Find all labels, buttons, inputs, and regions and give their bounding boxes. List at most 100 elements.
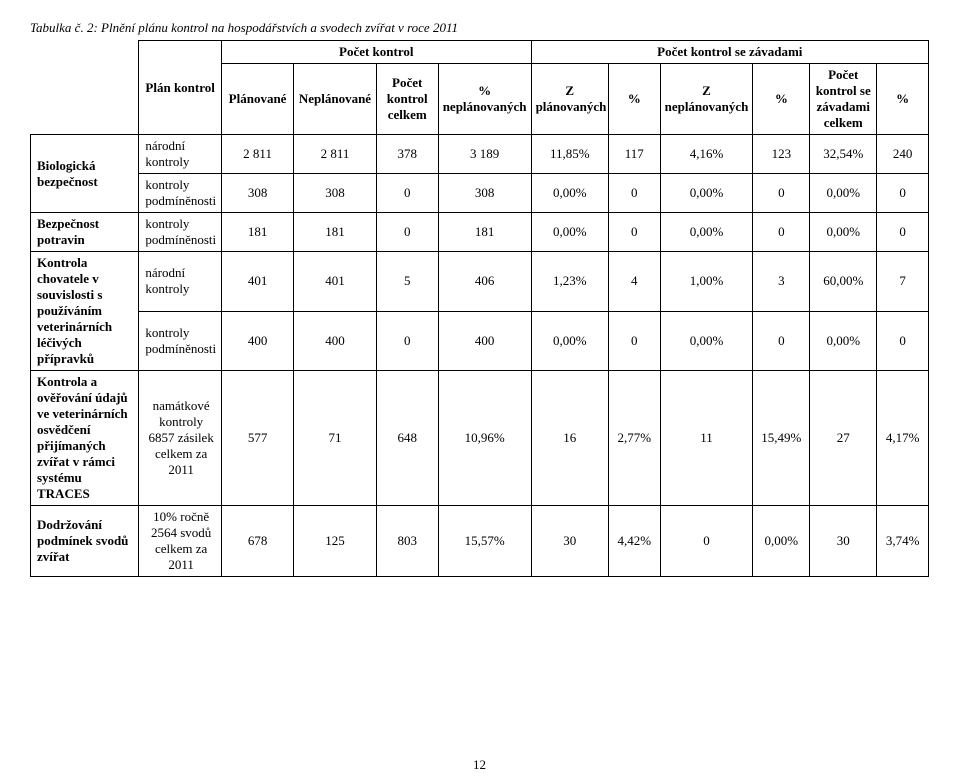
cell: 0,00% xyxy=(810,311,877,371)
cell: 0,00% xyxy=(660,311,753,371)
cell: 577 xyxy=(221,371,293,506)
cell: 308 xyxy=(294,174,377,213)
plan-narodni: národní kontroly xyxy=(139,135,222,174)
cell: 27 xyxy=(810,371,877,506)
cell: 0 xyxy=(376,174,438,213)
cell: 0,00% xyxy=(531,213,608,252)
cell: 0 xyxy=(877,311,929,371)
cell: 11 xyxy=(660,371,753,506)
cell: 117 xyxy=(608,135,660,174)
cell: 0 xyxy=(608,174,660,213)
cell: 3 189 xyxy=(438,135,531,174)
cell: 2,77% xyxy=(608,371,660,506)
cell: 400 xyxy=(438,311,531,371)
cell: 400 xyxy=(221,311,293,371)
th-pct-neplan: % neplánovaných xyxy=(438,64,531,135)
cell: 240 xyxy=(877,135,929,174)
th-pct-b: % xyxy=(753,64,810,135)
table-row: kontroly podmíněnosti 400 400 0 400 0,00… xyxy=(31,311,929,371)
th-pct-a: % xyxy=(608,64,660,135)
cell: 0,00% xyxy=(660,174,753,213)
cell: 0 xyxy=(877,213,929,252)
table-row: Biologická bezpečnost národní kontroly 2… xyxy=(31,135,929,174)
cell: 0 xyxy=(877,174,929,213)
cell: 2 811 xyxy=(221,135,293,174)
plan-svody: 10% ročně 2564 svodů celkem za 2011 xyxy=(139,506,222,577)
cell: 0 xyxy=(753,174,810,213)
cell: 30 xyxy=(531,506,608,577)
cell: 648 xyxy=(376,371,438,506)
cell: 3,74% xyxy=(877,506,929,577)
cell: 181 xyxy=(221,213,293,252)
cell: 406 xyxy=(438,252,531,312)
cell: 401 xyxy=(294,252,377,312)
cell: 308 xyxy=(438,174,531,213)
cell: 0,00% xyxy=(810,174,877,213)
plan-traces: namátkové kontroly 6857 zásilek celkem z… xyxy=(139,371,222,506)
cell: 16 xyxy=(531,371,608,506)
rowlabel-traces: Kontrola a ověřování údajů ve veterinárn… xyxy=(31,371,139,506)
th-planovane: Plánované xyxy=(221,64,293,135)
cell: 803 xyxy=(376,506,438,577)
cell: 125 xyxy=(294,506,377,577)
cell: 0 xyxy=(376,311,438,371)
cell: 4,16% xyxy=(660,135,753,174)
cell: 1,23% xyxy=(531,252,608,312)
cell: 308 xyxy=(221,174,293,213)
cell: 0 xyxy=(608,311,660,371)
table-row: Bezpečnost potravin kontroly podmíněnost… xyxy=(31,213,929,252)
th-zavady-celkem: Počet kontrol se závadami celkem xyxy=(810,64,877,135)
th-plan: Plán kontrol xyxy=(139,41,222,135)
cell: 0,00% xyxy=(810,213,877,252)
plan-narodni-2: národní kontroly xyxy=(139,252,222,312)
th-pct-c: % xyxy=(877,64,929,135)
cell: 0 xyxy=(753,213,810,252)
cell: 11,85% xyxy=(531,135,608,174)
th-neplanovane: Neplánované xyxy=(294,64,377,135)
cell: 7 xyxy=(877,252,929,312)
cell: 0 xyxy=(660,506,753,577)
table-row: Dodržování podmínek svodů zvířat 10% roč… xyxy=(31,506,929,577)
cell: 400 xyxy=(294,311,377,371)
cell: 181 xyxy=(438,213,531,252)
cell: 4,42% xyxy=(608,506,660,577)
cell: 60,00% xyxy=(810,252,877,312)
cell: 401 xyxy=(221,252,293,312)
cell: 0 xyxy=(376,213,438,252)
cell: 5 xyxy=(376,252,438,312)
cell: 4 xyxy=(608,252,660,312)
rowlabel-potraviny: Bezpečnost potravin xyxy=(31,213,139,252)
cell: 2 811 xyxy=(294,135,377,174)
page-number: 12 xyxy=(30,757,929,773)
cell: 32,54% xyxy=(810,135,877,174)
rowlabel-bio: Biologická bezpečnost xyxy=(31,135,139,213)
cell: 1,00% xyxy=(660,252,753,312)
table-row: Kontrola chovatele v souvislosti s použí… xyxy=(31,252,929,312)
rowlabel-svody: Dodržování podmínek svodů zvířat xyxy=(31,506,139,577)
th-pocet-zavady: Počet kontrol se závadami xyxy=(531,41,928,64)
cell: 678 xyxy=(221,506,293,577)
cell: 0 xyxy=(608,213,660,252)
table-row: Kontrola a ověřování údajů ve veterinárn… xyxy=(31,371,929,506)
plan-podminenosti: kontroly podmíněnosti xyxy=(139,174,222,213)
cell: 0,00% xyxy=(660,213,753,252)
cell: 123 xyxy=(753,135,810,174)
plan-podminenosti-2: kontroly podmíněnosti xyxy=(139,213,222,252)
cell: 30 xyxy=(810,506,877,577)
table-row: kontroly podmíněnosti 308 308 0 308 0,00… xyxy=(31,174,929,213)
th-z-neplan: Z neplánovaných xyxy=(660,64,753,135)
cell: 0,00% xyxy=(753,506,810,577)
cell: 0,00% xyxy=(531,311,608,371)
data-table: Plán kontrolPočet kontrolPočet kontrol s… xyxy=(30,40,929,577)
cell: 0,00% xyxy=(531,174,608,213)
cell: 15,57% xyxy=(438,506,531,577)
th-z-plan: Z plánovaných xyxy=(531,64,608,135)
cell: 15,49% xyxy=(753,371,810,506)
rowlabel-chovatel: Kontrola chovatele v souvislosti s použí… xyxy=(31,252,139,371)
th-celkem: Počet kontrol celkem xyxy=(376,64,438,135)
cell: 378 xyxy=(376,135,438,174)
cell: 4,17% xyxy=(877,371,929,506)
table-caption: Tabulka č. 2: Plnění plánu kontrol na ho… xyxy=(30,20,929,36)
plan-podminenosti-3: kontroly podmíněnosti xyxy=(139,311,222,371)
cell: 10,96% xyxy=(438,371,531,506)
